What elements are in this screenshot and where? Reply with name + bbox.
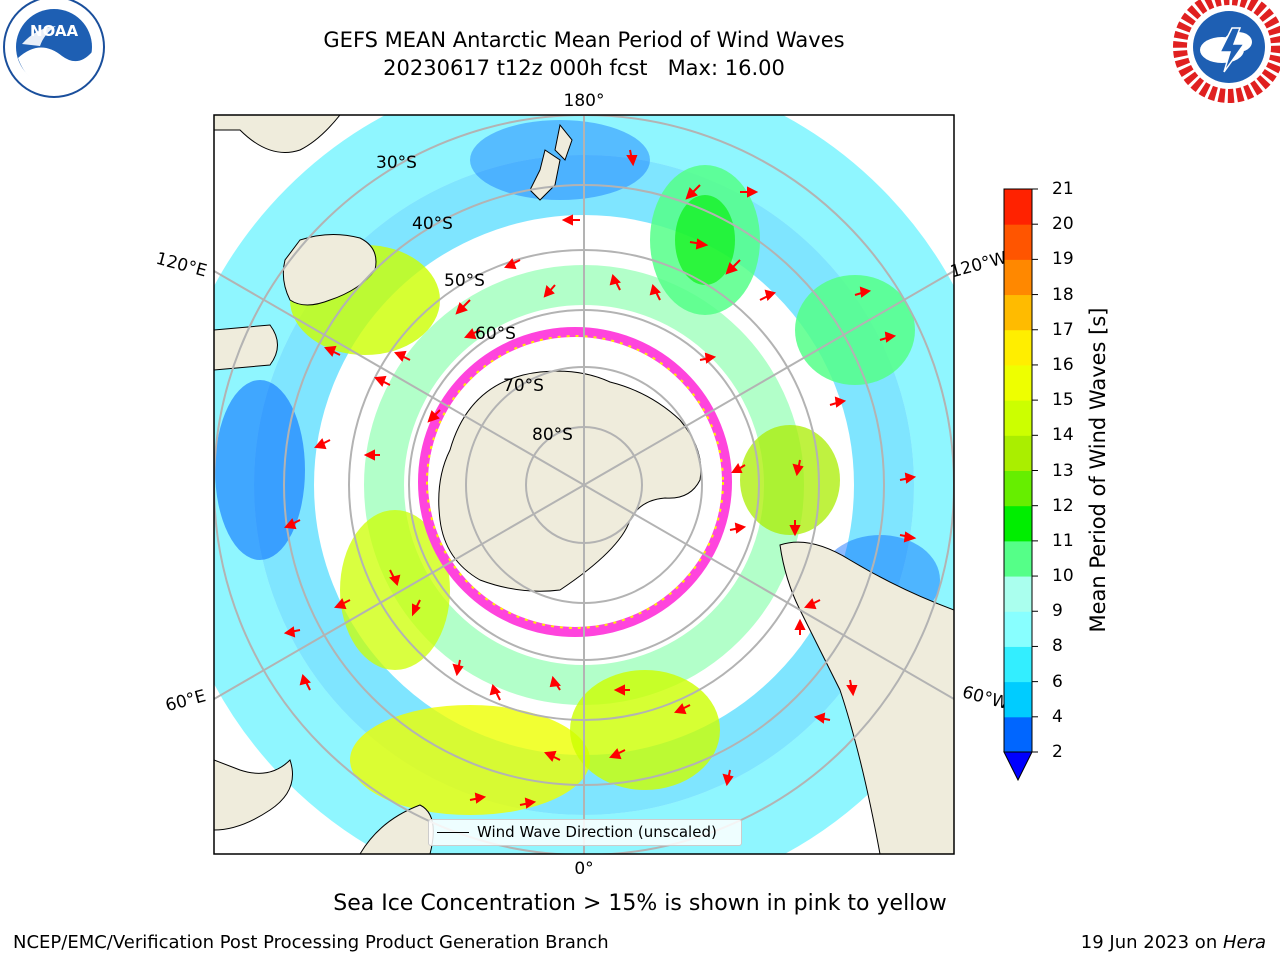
- colorbar-tick-label: 10: [1052, 566, 1074, 587]
- colorbar-segment: [1004, 540, 1032, 577]
- colorbar-segment: [1004, 294, 1032, 331]
- colorbar-tick-label: 18: [1052, 284, 1074, 305]
- map-border: [213, 114, 955, 855]
- lat-label-50s: 50°S: [444, 271, 485, 291]
- colorbar-tick-label: 4: [1052, 706, 1063, 727]
- nws-logo-icon: [1173, 0, 1280, 103]
- map-legend: Wind Wave Direction (unscaled): [428, 819, 742, 846]
- colorbar-label: Mean Period of Wind Waves [s]: [1086, 307, 1110, 633]
- colorbar-tick-label: 2: [1052, 742, 1063, 762]
- credit-branch: NCEP/EMC/Verification Post Processing Pr…: [13, 932, 609, 953]
- lon-label-upper-right: 120°W: [948, 248, 1009, 282]
- colorbar-tick-label: 13: [1052, 460, 1074, 481]
- colorbar-segment: [1004, 189, 1032, 225]
- colorbar-extend-arrow: [1003, 751, 1033, 782]
- legend-label: Wind Wave Direction (unscaled): [477, 823, 717, 841]
- sea-ice-note: Sea Ice Concentration > 15% is shown in …: [333, 891, 947, 916]
- land-masses: [214, 115, 954, 854]
- colorbar-segment: [1004, 576, 1032, 612]
- lat-label-60s: 60°S: [475, 324, 516, 344]
- colorbar-tick-label: 20: [1052, 214, 1074, 235]
- legend-line-sample: [437, 832, 469, 833]
- colorbar-segment: [1004, 435, 1032, 471]
- colorbar-tick-label: 11: [1052, 530, 1074, 551]
- credit-host: Hera: [1222, 932, 1266, 953]
- colorbar-tick-label: 8: [1052, 636, 1063, 657]
- colorbar-tick-label: 12: [1052, 495, 1074, 516]
- colorbar-segment: [1004, 224, 1032, 260]
- credit-date: 19 Jun 2023 on Hera: [1081, 932, 1266, 953]
- noaa-logo-text: NOAA: [30, 22, 79, 40]
- credit-date-text: 19 Jun 2023 on: [1080, 932, 1223, 953]
- colorbar-tick-label: 19: [1052, 249, 1074, 270]
- colorbar-tick-label: 17: [1052, 319, 1074, 340]
- lon-label-upper-left: 120°E: [154, 249, 209, 282]
- lat-label-80s: 80°S: [532, 425, 573, 445]
- lon-label-bottom: 0°: [574, 859, 593, 879]
- graticule: [214, 115, 954, 854]
- antarctica-land: [438, 370, 702, 592]
- colorbar-segment: [1004, 646, 1032, 683]
- colorbar-tick-label: 21: [1052, 179, 1074, 199]
- wind-wave-arrows: [283, 149, 917, 809]
- lon-label-top: 180°: [564, 91, 605, 111]
- chart-subtitle: 20230617 t12z 000h fcst Max: 16.00: [383, 56, 785, 80]
- colorbar-segment: [1004, 681, 1032, 718]
- colorbar-segment: [1004, 400, 1032, 436]
- noaa-logo-icon: NOAA: [3, 0, 105, 98]
- colorbar-segment: [1004, 716, 1032, 753]
- chart-title: GEFS MEAN Antarctic Mean Period of Wind …: [323, 28, 845, 52]
- colorbar-segment: [1004, 259, 1032, 296]
- colorbar-tick-label: 14: [1052, 425, 1074, 446]
- lat-label-40s: 40°S: [412, 214, 453, 234]
- colorbar-tick-label: 16: [1052, 354, 1074, 375]
- colorbar-tick-label: 9: [1052, 601, 1063, 622]
- lon-label-lower-right: 60°W: [960, 682, 1011, 714]
- colorbar-tick-label: 6: [1052, 671, 1063, 692]
- colorbar-tick-label: 15: [1052, 390, 1074, 411]
- colorbar-segment: [1004, 364, 1032, 401]
- colorbar-segment: [1004, 329, 1032, 366]
- colorbar-segment: [1004, 611, 1032, 647]
- lat-label-30s: 30°S: [376, 153, 417, 173]
- lat-label-70s: 70°S: [503, 376, 544, 396]
- lon-label-lower-left: 60°E: [163, 686, 208, 716]
- colorbar: [1003, 188, 1038, 782]
- colorbar-segment: [1004, 470, 1032, 507]
- colorbar-segment: [1004, 505, 1032, 542]
